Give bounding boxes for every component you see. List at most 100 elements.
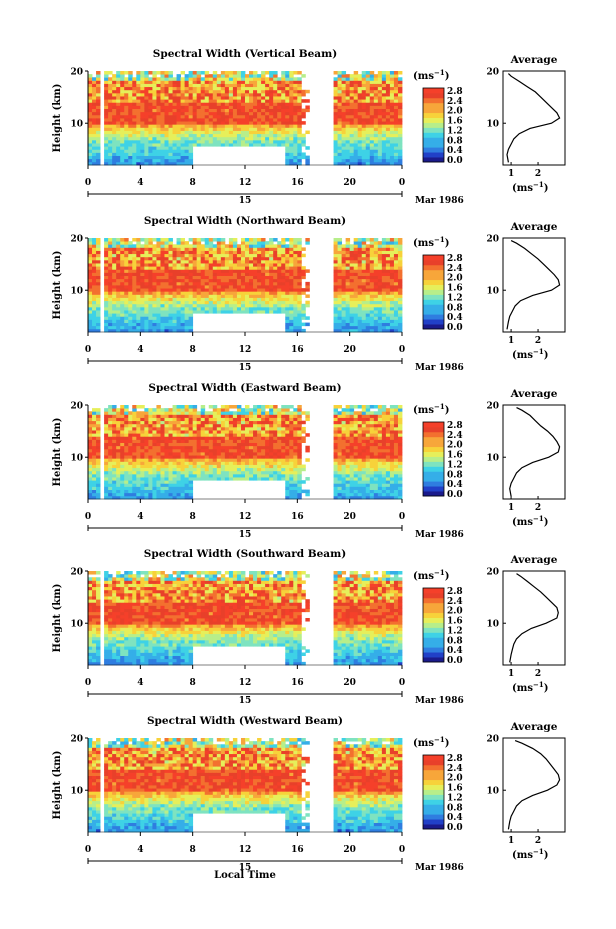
heatmap-cell — [220, 247, 226, 251]
heatmap-cell — [212, 294, 218, 298]
heatmap-cell — [365, 143, 371, 147]
heatmap-cell — [148, 458, 153, 462]
heatmap-cell — [124, 442, 129, 447]
heatmap-cell — [224, 272, 230, 276]
heatmap-cell — [160, 411, 165, 415]
heatmap-cell — [208, 263, 214, 267]
heatmap-cell — [245, 253, 250, 258]
heatmap-cell — [96, 325, 101, 330]
heatmap-cell — [140, 322, 145, 327]
heatmap-cell — [285, 238, 290, 242]
heatmap-cell — [136, 303, 141, 308]
heatmap-cell — [353, 146, 359, 150]
heatmap-cell — [333, 297, 338, 302]
heatmap-cell — [132, 414, 137, 418]
heatmap-cell — [269, 281, 274, 286]
heatmap-cell — [249, 269, 254, 273]
heatmap-cell — [228, 310, 234, 314]
heatmap-cell — [104, 278, 109, 283]
heatmap-cell — [236, 244, 242, 248]
heatmap-cell — [96, 152, 101, 156]
heatmap-cell — [361, 263, 367, 267]
heatmap-cell — [345, 86, 351, 91]
heatmap-cell — [172, 130, 177, 135]
heatmap-cell — [172, 278, 177, 283]
heatmap-cell — [124, 433, 129, 437]
heatmap-cell — [116, 480, 121, 484]
heatmap-cell — [180, 102, 186, 106]
heatmap-cell — [204, 445, 210, 450]
heatmap-cell — [180, 489, 186, 494]
heatmap-cell — [192, 133, 198, 138]
heatmap-cell — [397, 328, 403, 333]
heatmap-cell — [353, 86, 359, 91]
heatmap-cell — [212, 439, 218, 443]
heatmap-cell — [261, 80, 266, 84]
heatmap-cell — [144, 455, 149, 459]
heatmap-cell — [140, 477, 145, 481]
heatmap-cell — [265, 102, 270, 106]
heatmap-cell — [108, 452, 113, 456]
heatmap-cell — [361, 146, 367, 150]
heatmap-cell — [224, 442, 230, 447]
heatmap-cell — [188, 114, 194, 119]
heatmap-cell — [200, 71, 206, 75]
heatmap-cell — [269, 256, 274, 261]
heatmap-cell — [389, 319, 395, 323]
heatmap-cell — [389, 118, 395, 122]
heatmap-cell — [297, 285, 302, 289]
heatmap-cell — [305, 108, 310, 113]
heatmap-cell — [136, 458, 141, 462]
heatmap-cell — [168, 455, 173, 459]
heatmap-cell — [236, 263, 242, 267]
heatmap-cell — [216, 136, 222, 141]
heatmap-cell — [228, 430, 234, 434]
colorbar-segment — [423, 127, 444, 133]
heatmap-cell — [249, 291, 254, 295]
heatmap-cell — [112, 105, 117, 109]
heatmap-cell — [397, 114, 403, 119]
heatmap-cell — [357, 127, 363, 131]
heatmap-cell — [172, 83, 177, 88]
heatmap-cell — [172, 467, 177, 472]
heatmap-cell — [297, 89, 302, 94]
heatmap-cell — [180, 433, 186, 437]
heatmap-cell — [168, 139, 173, 144]
heatmap-cell — [160, 455, 165, 459]
heatmap-cell — [208, 241, 214, 245]
heatmap-cell — [188, 133, 194, 138]
heatmap-cell — [281, 250, 286, 255]
heatmap-cell — [200, 77, 206, 81]
heatmap-cell — [208, 445, 214, 450]
heatmap-cell — [393, 102, 399, 106]
heatmap-cell — [341, 136, 347, 141]
heatmap-cell — [128, 275, 133, 280]
heatmap-cell — [337, 105, 343, 109]
heatmap-cell — [196, 74, 202, 78]
heatmap-cell — [156, 89, 161, 94]
heatmap-cell — [108, 294, 113, 298]
heatmap-cell — [220, 111, 226, 116]
heatmap-cell — [393, 77, 399, 81]
heatmap-cell — [176, 430, 181, 434]
heatmap-cell — [152, 480, 157, 484]
heatmap-cell — [172, 325, 177, 330]
heatmap-cell — [236, 136, 242, 141]
heatmap-cell — [349, 155, 355, 160]
heatmap-cell — [188, 313, 194, 317]
heatmap-cell — [377, 328, 383, 333]
time-tick-label: 0 — [85, 345, 91, 355]
heatmap-cell — [345, 259, 351, 264]
heatmap-cell — [357, 161, 363, 166]
heatmap-cell — [228, 250, 234, 255]
heatmap-cell — [152, 477, 157, 481]
heatmap-cell — [104, 483, 109, 487]
heatmap-cell — [204, 143, 210, 147]
heatmap-cell — [297, 146, 302, 150]
heatmap-cell — [228, 297, 234, 302]
heatmap-cell — [88, 467, 93, 472]
heatmap-cell — [124, 133, 129, 138]
heatmap-cell — [140, 328, 145, 333]
heatmap-cell — [369, 114, 375, 119]
heatmap-cell — [136, 269, 141, 273]
